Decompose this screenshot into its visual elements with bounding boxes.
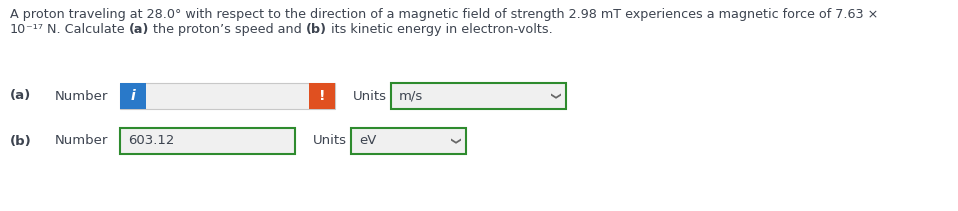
Bar	[351, 128, 466, 154]
Text: its kinetic energy in electron-volts.: its kinetic energy in electron-volts.	[327, 23, 553, 36]
Text: ❯: ❯	[549, 92, 559, 100]
Text: ❯: ❯	[449, 137, 459, 145]
Text: Units: Units	[313, 134, 347, 147]
Text: (a): (a)	[10, 89, 32, 103]
Text: (a): (a)	[129, 23, 149, 36]
Text: !: !	[319, 89, 326, 103]
Bar	[391, 83, 566, 109]
Text: Number: Number	[55, 89, 108, 103]
Text: (b): (b)	[10, 134, 32, 147]
Bar	[120, 83, 335, 109]
Bar	[120, 83, 146, 109]
Text: Number: Number	[55, 134, 108, 147]
Text: m/s: m/s	[399, 89, 423, 103]
Text: 603.12: 603.12	[128, 134, 174, 147]
Text: A proton traveling at 28.0° with respect to the direction of a magnetic field of: A proton traveling at 28.0° with respect…	[10, 8, 878, 21]
Text: the proton’s speed and: the proton’s speed and	[149, 23, 306, 36]
Text: i: i	[130, 89, 135, 103]
Text: eV: eV	[359, 134, 376, 147]
Bar	[120, 128, 295, 154]
Text: ⁻¹⁷ N. Calculate: ⁻¹⁷ N. Calculate	[26, 23, 129, 36]
Bar	[309, 83, 335, 109]
Text: 10: 10	[10, 23, 26, 36]
Text: (b): (b)	[306, 23, 327, 36]
Text: Units: Units	[353, 89, 387, 103]
